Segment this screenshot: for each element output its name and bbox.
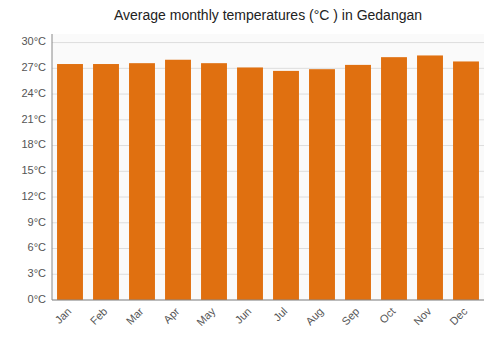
x-tick-label: Oct — [377, 305, 398, 326]
y-tick-label: 24°C — [21, 87, 46, 99]
y-tick-label: 12°C — [21, 190, 46, 202]
bar — [237, 67, 263, 300]
x-tick-label: Jul — [271, 305, 289, 323]
bar — [309, 69, 335, 300]
x-tick-label: Mar — [124, 305, 146, 327]
x-tick-label: Jun — [232, 305, 253, 326]
x-tick-label: Dec — [447, 305, 470, 328]
y-tick-label: 6°C — [28, 241, 47, 253]
chart-container: 0°C 3°C 6°C 9°C 12°C 15°C 18°C 21°C 24°C 27°C 30°C… — [0, 0, 500, 350]
title: Average monthly temperatures (°C ) in Ge… — [114, 7, 422, 23]
x-tick-label: May — [194, 305, 218, 329]
bar — [57, 64, 83, 300]
bar — [129, 63, 155, 300]
chart-svg: 0°C 3°C 6°C 9°C 12°C 15°C 18°C 21°C 24°C 27°C 30°C… — [0, 0, 500, 350]
x-tick-label: Apr — [161, 305, 182, 326]
x-tick-label: Feb — [88, 305, 110, 327]
y-tick-label: 30°C — [21, 35, 46, 47]
bar — [453, 61, 479, 300]
bar — [345, 65, 371, 300]
y-tick-label: 9°C — [28, 216, 47, 228]
y-tick-label: 18°C — [21, 138, 46, 150]
x-tick-label: Nov — [411, 305, 434, 328]
y-axis-line — [52, 34, 53, 300]
grid-line — [52, 42, 484, 43]
bars — [57, 55, 479, 300]
plot-background — [52, 34, 484, 300]
y-tick-label: 15°C — [21, 164, 46, 176]
y-tick-label: 27°C — [21, 61, 46, 73]
x-tick-label: Sep — [339, 305, 361, 327]
x-axis-line — [52, 300, 484, 301]
bar — [201, 63, 227, 300]
x-tick-label: Aug — [303, 305, 325, 327]
bar — [165, 60, 191, 300]
x-tick-label: Jan — [52, 305, 73, 326]
bar — [93, 64, 119, 300]
y-tick-label: 3°C — [28, 267, 47, 279]
grid — [52, 43, 484, 300]
grid-line — [52, 300, 484, 301]
bar — [417, 55, 443, 300]
y-tick-label: 21°C — [21, 113, 46, 125]
bar — [273, 71, 299, 300]
y-tick-label: 0°C — [28, 293, 47, 305]
x-tick-labels: Jan Feb Mar Apr May Jun Jul Aug Sep Oct Nov Dec — [52, 305, 469, 329]
y-tick-labels: 0°C 3°C 6°C 9°C 12°C 15°C 18°C 21°C 24°C 27°C 30°C — [21, 35, 46, 304]
bar — [381, 57, 407, 300]
